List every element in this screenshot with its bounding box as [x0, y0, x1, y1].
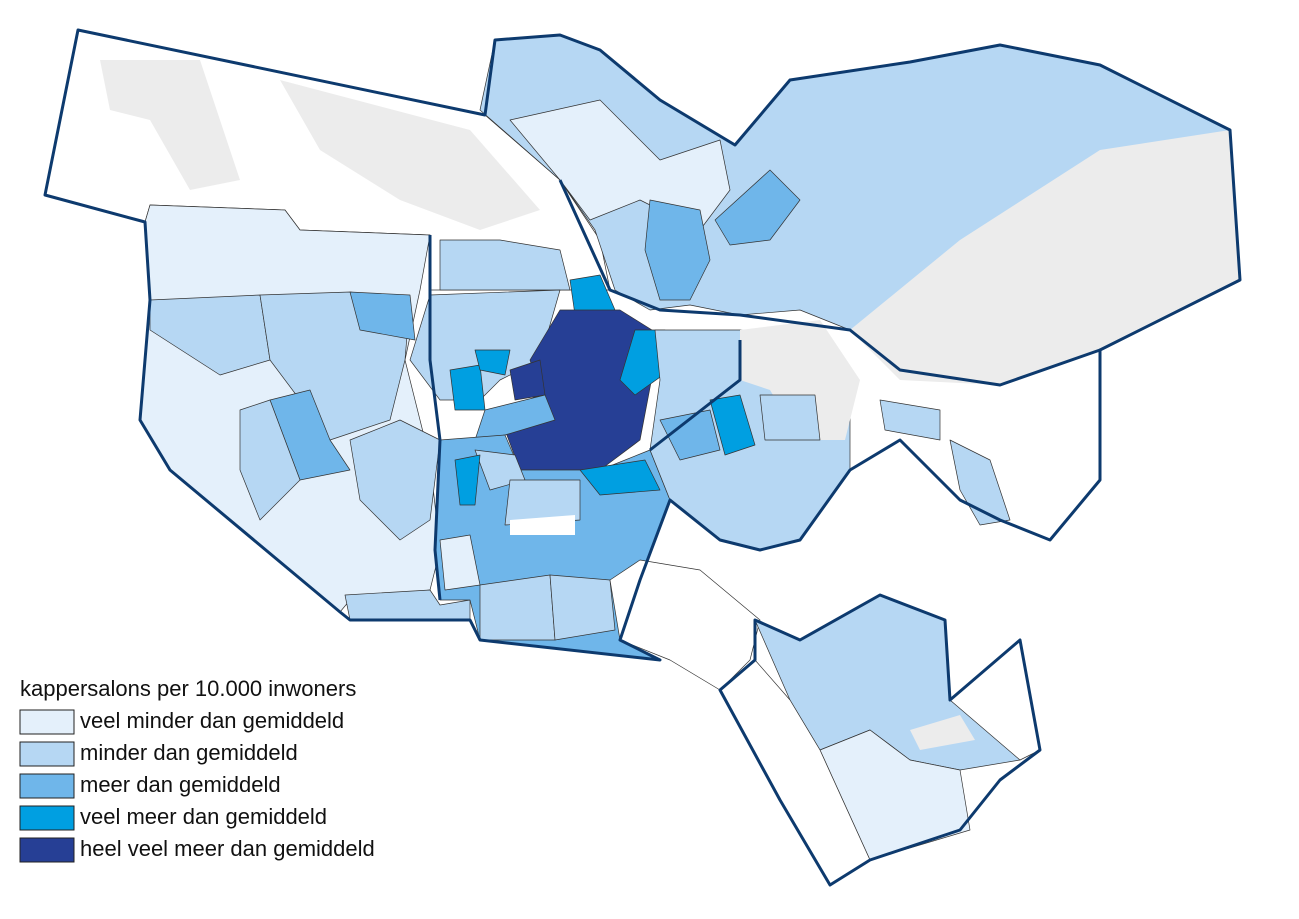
outline: [718, 593, 1042, 887]
district: [454, 454, 481, 506]
park: [510, 515, 575, 535]
legend-title: kappersalons per 10.000 inwoners: [20, 676, 356, 701]
district: [709, 394, 756, 456]
district: [349, 419, 441, 541]
district: [149, 294, 271, 376]
district: [509, 99, 731, 231]
legend-label: veel minder dan gemiddeld: [80, 708, 344, 733]
district: [409, 289, 561, 401]
water-area: [850, 130, 1240, 385]
district: [609, 559, 761, 691]
port-area: [280, 80, 540, 230]
district-border: [649, 340, 742, 452]
district: [759, 394, 821, 441]
port-area: [100, 60, 240, 190]
legend-swatch: [19, 773, 75, 799]
district: [549, 574, 616, 641]
lake: [910, 715, 975, 750]
dock-area: [740, 320, 860, 440]
district: [474, 349, 511, 376]
district: [714, 169, 801, 246]
ij-river: [558, 179, 1101, 387]
legend-label: heel veel meer dan gemiddeld: [80, 836, 375, 861]
ring-road: [428, 235, 442, 601]
outline: [43, 28, 1242, 662]
district: [474, 394, 556, 441]
legend-swatch: [19, 805, 75, 831]
legend-label: meer dan gemiddeld: [80, 772, 281, 797]
legend-swatch: [19, 837, 75, 863]
district: [439, 239, 571, 291]
district: [349, 291, 416, 341]
district: [579, 459, 661, 496]
legend-swatch: [19, 741, 75, 767]
legend: kappersalons per 10.000 inwoners veel mi…: [19, 676, 375, 863]
legend-label: veel meer dan gemiddeld: [80, 804, 327, 829]
district: [479, 574, 556, 641]
district: [949, 439, 1011, 526]
district: [659, 409, 721, 461]
district: [449, 364, 486, 411]
district: [439, 534, 481, 591]
districts: [44, 29, 1241, 886]
district: [879, 399, 941, 441]
legend-swatch: [19, 709, 75, 735]
city-outline: [43, 28, 1242, 887]
district: [239, 399, 301, 521]
district: [644, 199, 711, 301]
legend-label: minder dan gemiddeld: [80, 740, 298, 765]
district: [504, 479, 581, 526]
